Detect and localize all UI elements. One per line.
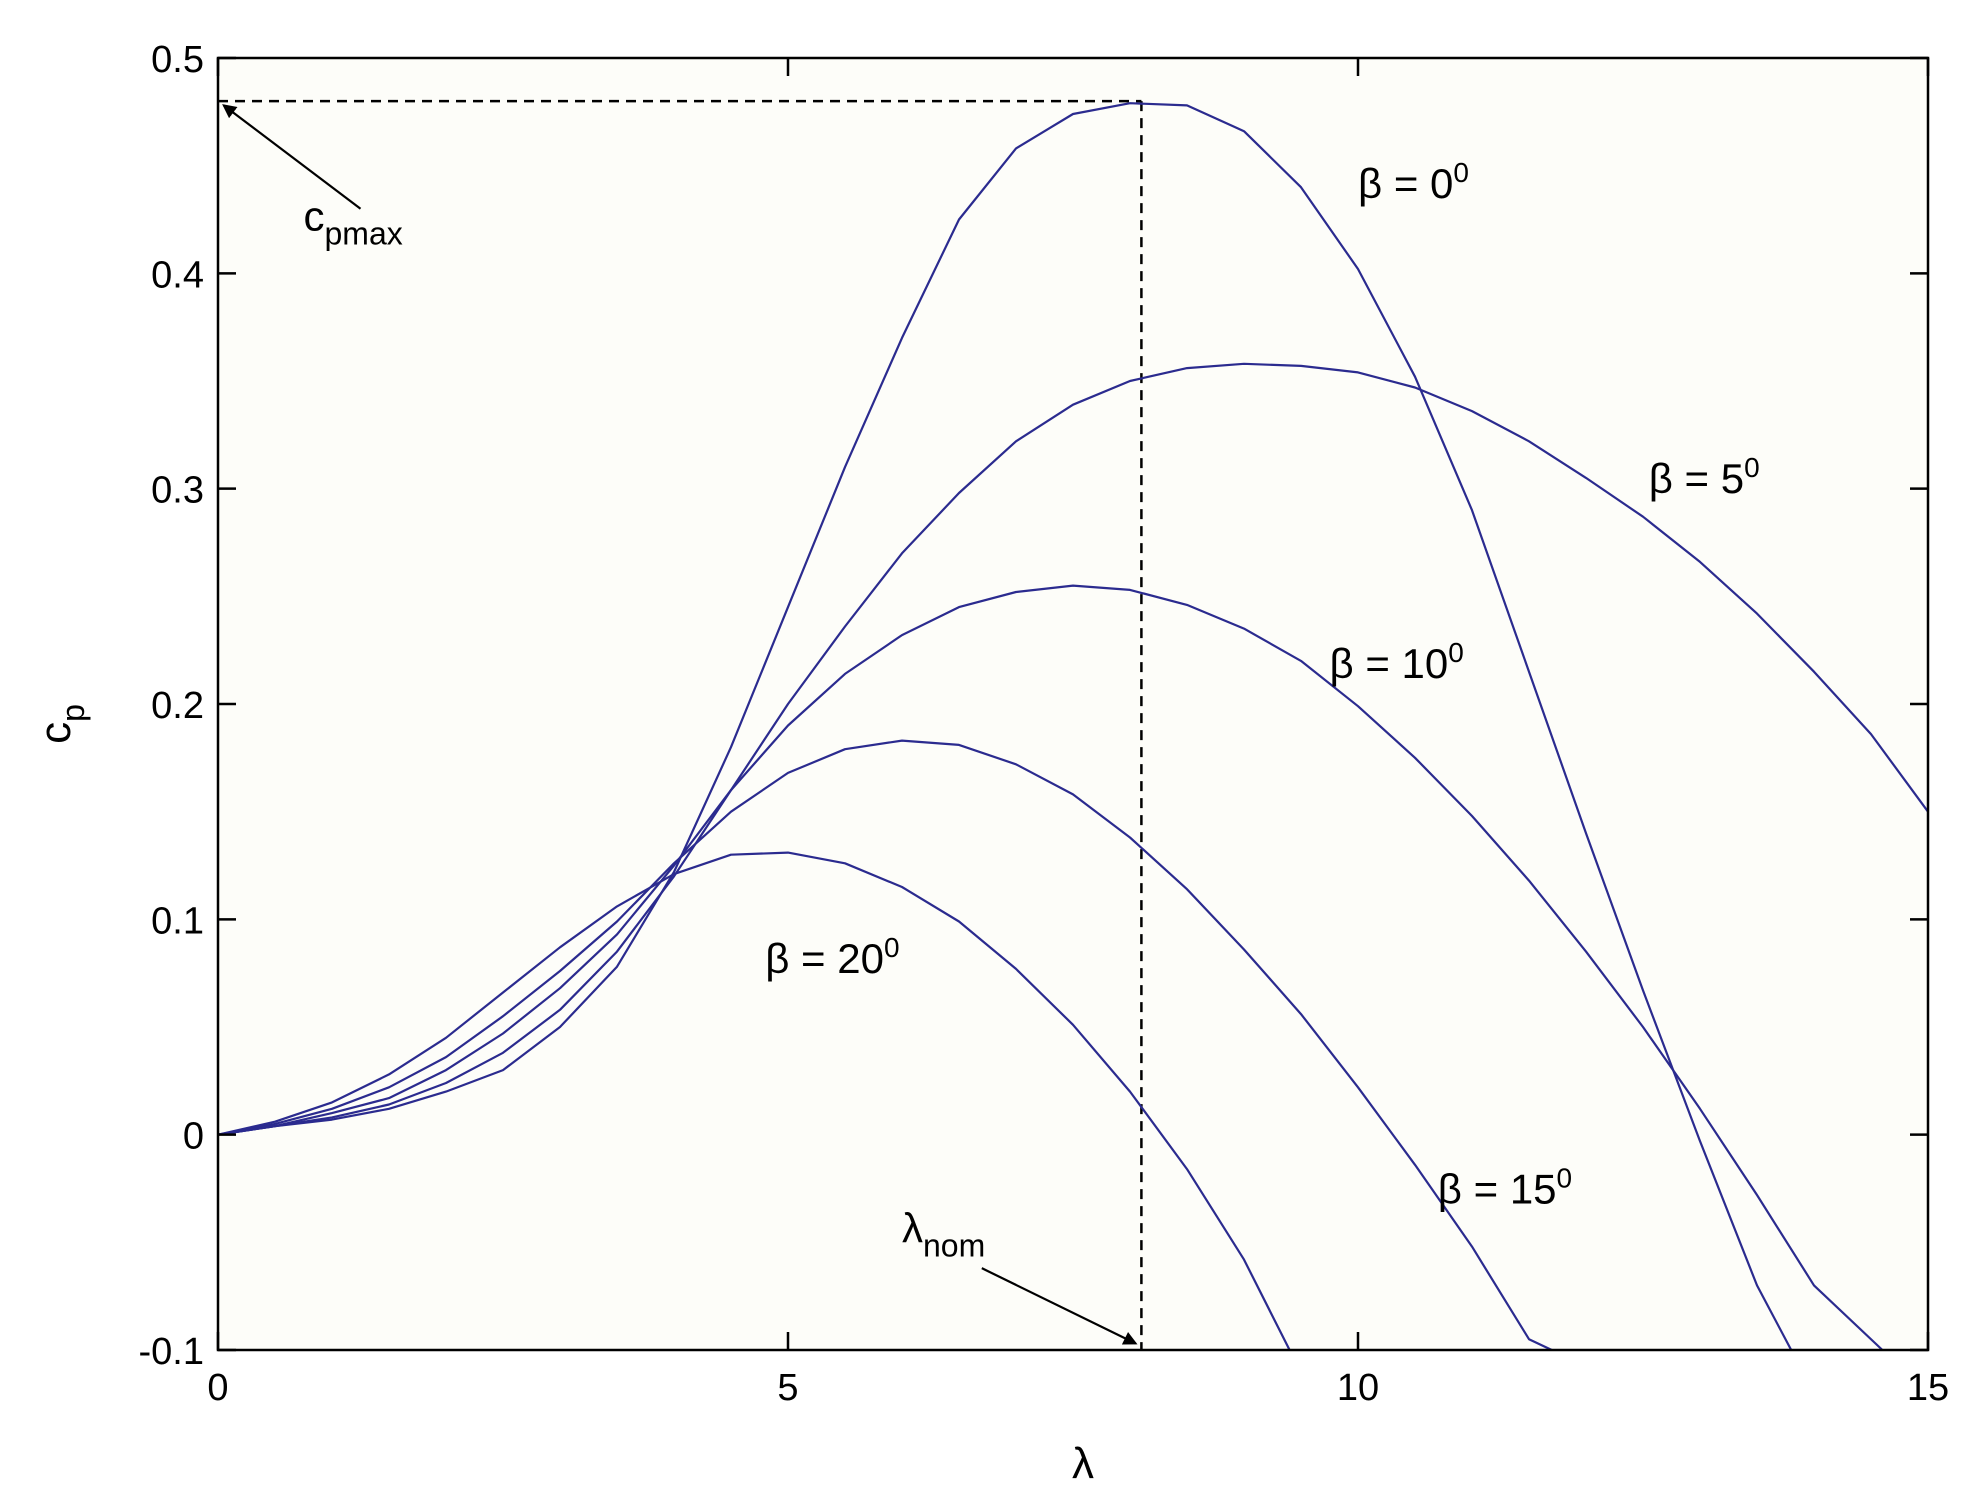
annotation-label-1: λnom <box>902 1204 985 1263</box>
y-tick-label: 0.1 <box>151 900 204 942</box>
annotation-label-0: cpmax <box>304 192 403 251</box>
y-tick-label: 0.2 <box>151 685 204 727</box>
annotation-arrow-0 <box>222 104 362 210</box>
y-axis-label: cp <box>31 704 91 744</box>
x-tick-label: 5 <box>777 1367 798 1409</box>
series-line-0 <box>217 102 1793 1351</box>
series-line-2 <box>217 584 1884 1351</box>
x-tick-label: 15 <box>1907 1367 1949 1409</box>
annotation-arrow-1 <box>981 1267 1138 1345</box>
series-line-4 <box>217 851 1291 1351</box>
x-tick-label: 10 <box>1337 1367 1379 1409</box>
plot-area <box>218 58 1928 1350</box>
y-tick-label: 0 <box>183 1116 204 1158</box>
y-tick-label: 0.4 <box>151 254 204 296</box>
y-tick-label: 0.3 <box>151 470 204 512</box>
y-axis-label-group: cp <box>31 704 91 744</box>
series-label-1: β = 50 <box>1649 452 1760 502</box>
series-line-1 <box>217 362 1929 1136</box>
series-label-4: β = 200 <box>765 932 899 982</box>
series-label-3: β = 150 <box>1438 1163 1572 1213</box>
x-tick-label: 0 <box>207 1367 228 1409</box>
series-line-3 <box>217 739 1553 1351</box>
y-tick-label: 0.5 <box>151 39 204 81</box>
y-tick-label: -0.1 <box>139 1331 204 1373</box>
series-label-2: β = 100 <box>1330 637 1464 687</box>
x-axis-label: λ <box>1072 1439 1094 1488</box>
series-label-0: β = 00 <box>1358 157 1469 207</box>
